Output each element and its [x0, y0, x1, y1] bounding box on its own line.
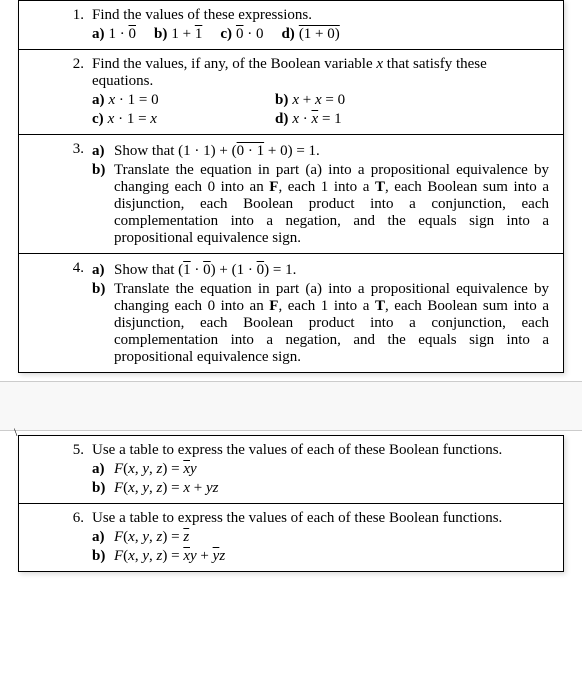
part-text: Show that (1 · 1) + (0 · 1 + 0) = 1. [114, 143, 549, 160]
problem-text: Use a table to express the values of eac… [92, 510, 549, 527]
problem-text: Find the values of these expressions. [92, 7, 549, 24]
sub-row: a)x · 1 = 0 b)x + x = 0 [92, 92, 549, 109]
problem-number: 2. [27, 56, 92, 128]
part-line: a)Show that (1 · 0) + (1 · 0) = 1. [92, 262, 549, 279]
sub-expr: x · 1 = x [108, 111, 157, 127]
problem-body: a)Show that (1 · 0) + (1 · 0) = 1.b)Tran… [92, 260, 549, 366]
sub-label: d) [275, 111, 288, 127]
part-line: b)Translate the equation in part (a) int… [92, 162, 549, 247]
sub-row: a)1 · 0 b)1 + 1 c)0 · 0 d) (1 + 0) [92, 26, 549, 43]
part-label: a) [92, 262, 114, 279]
problem-number: 4. [27, 260, 92, 366]
problem: 4.a)Show that (1 · 0) + (1 · 0) = 1.b)Tr… [19, 254, 563, 372]
problem-number: 6. [27, 510, 92, 565]
page-section-1: 1.Find the values of these expressions. a… [18, 0, 564, 373]
part-expr: F(x, y, z) = xy + yz [114, 548, 225, 565]
problem-body: Find the values of these expressions.a)1… [92, 7, 549, 43]
part-label: a) [92, 143, 114, 160]
sub-item: a)1 · 0 [92, 26, 136, 43]
problem-number: 5. [27, 442, 92, 497]
sub-expr: x · x = 1 [292, 111, 341, 127]
sub-item: a)x · 1 = 0 [92, 92, 257, 109]
part-label: a) [92, 461, 114, 478]
part-label: a) [92, 529, 114, 546]
sub-label: a) [92, 92, 105, 108]
part-line: a)F(x, y, z) = z [92, 529, 549, 546]
sub-label: c) [92, 111, 104, 127]
sub-expr: x + x = 0 [292, 92, 345, 108]
problem: 1.Find the values of these expressions. a… [19, 1, 563, 50]
problem: 6.Use a table to express the values of e… [19, 504, 563, 571]
sub-label: a) [92, 26, 105, 42]
page-section-2: 5.Use a table to express the values of e… [18, 435, 564, 572]
part-text: Translate the equation in part (a) into … [114, 281, 549, 366]
sub-row: c)x · 1 = x d)x · x = 1 [92, 111, 549, 128]
page-gap [0, 381, 582, 431]
part-label: b) [92, 548, 114, 565]
sub-item: d) (1 + 0) [281, 26, 339, 43]
sub-item: c)x · 1 = x [92, 111, 257, 128]
sub-item: d)x · x = 1 [275, 111, 342, 128]
part-label: b) [92, 162, 114, 247]
part-line: b)F(x, y, z) = xy + yz [92, 548, 549, 565]
sub-expr: x · 1 = 0 [109, 92, 159, 108]
part-text: Translate the equation in part (a) into … [114, 162, 549, 247]
problem-number: 1. [27, 7, 92, 43]
sub-item: b)1 + 1 [154, 26, 202, 43]
problem: 2.Find the values, if any, of the Boolea… [19, 50, 563, 135]
sub-expr: 1 + 1 [171, 26, 202, 42]
problem-body: a)Show that (1 · 1) + (0 · 1 + 0) = 1.b)… [92, 141, 549, 247]
part-label: b) [92, 480, 114, 497]
part-text: Show that (1 · 0) + (1 · 0) = 1. [114, 262, 549, 279]
part-line: a)Show that (1 · 1) + (0 · 1 + 0) = 1. [92, 143, 549, 160]
problem: 5.Use a table to express the values of e… [19, 436, 563, 504]
edge-marker: \ [14, 425, 17, 440]
part-expr: F(x, y, z) = xy [114, 461, 197, 478]
sub-item: c)0 · 0 [220, 26, 263, 43]
part-line: a)F(x, y, z) = xy [92, 461, 549, 478]
problem-body: Use a table to express the values of eac… [92, 442, 549, 497]
part-line: b)Translate the equation in part (a) int… [92, 281, 549, 366]
sub-label: c) [220, 26, 232, 42]
sub-label: b) [154, 26, 167, 42]
part-expr: F(x, y, z) = x + yz [114, 480, 218, 497]
sub-expr: (1 + 0) [299, 26, 340, 42]
sub-label: d) [281, 26, 294, 42]
document-container: 1.Find the values of these expressions. a… [0, 0, 582, 572]
problem-text: Use a table to express the values of eac… [92, 442, 549, 459]
problem-text: Find the values, if any, of the Boolean … [92, 56, 549, 90]
problem: 3.a)Show that (1 · 1) + (0 · 1 + 0) = 1.… [19, 135, 563, 254]
problem-body: Use a table to express the values of eac… [92, 510, 549, 565]
problem-body: Find the values, if any, of the Boolean … [92, 56, 549, 128]
sub-item: b)x + x = 0 [275, 92, 345, 109]
problem-number: 3. [27, 141, 92, 247]
sub-label: b) [275, 92, 288, 108]
sub-expr: 0 · 0 [236, 26, 264, 42]
sub-expr: 1 · 0 [109, 26, 137, 42]
part-expr: F(x, y, z) = z [114, 529, 189, 546]
part-label: b) [92, 281, 114, 366]
part-line: b)F(x, y, z) = x + yz [92, 480, 549, 497]
